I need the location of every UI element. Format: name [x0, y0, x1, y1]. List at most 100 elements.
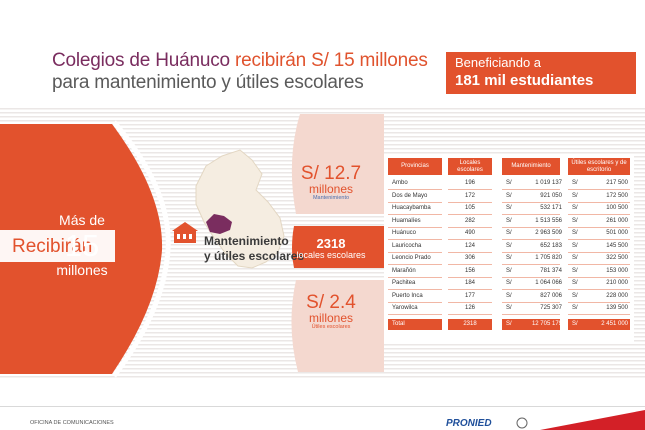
currency-symbol: S/: [572, 192, 578, 199]
cell-maintenance: S/827 006: [504, 291, 562, 302]
amount-value: 1 064 066: [535, 280, 562, 286]
headline-part-a: Colegios de Huánuco: [52, 50, 235, 71]
arc-middle-segment: [292, 226, 384, 268]
school-building-icon: [172, 222, 198, 243]
row-divider: [568, 314, 630, 315]
currency-symbol: S/: [572, 217, 578, 224]
headline-line-2: para mantenimiento y útiles escolares: [52, 72, 364, 93]
benefit-line-2: 181 mil estudiantes: [455, 72, 594, 89]
row-divider: [388, 251, 442, 253]
supplies-unit: millones: [308, 311, 353, 325]
arc-bottom-segment: [291, 280, 384, 372]
recibiran-label: Recibirán: [12, 236, 93, 257]
cell-supplies: S/210 000: [570, 278, 628, 289]
amount-value: 12 705 179: [531, 320, 562, 327]
currency-symbol: S/: [506, 217, 512, 224]
cell-supplies: S/228 000: [570, 291, 628, 302]
headline-part-b: recibirán S/ 15 millones: [234, 50, 428, 71]
amount-value: 725 307: [540, 305, 562, 311]
cell-province: Ambo: [392, 180, 408, 186]
currency-symbol: S/: [506, 267, 512, 274]
cell-schools: 306: [464, 255, 475, 261]
currency-symbol: S/: [506, 192, 512, 199]
cell-schools: 156: [464, 267, 475, 274]
supplies-amount: S/ 2.4: [306, 292, 356, 313]
row-divider: [568, 276, 630, 278]
maintenance-amount: S/ 12.7: [300, 163, 362, 184]
currency-symbol: S/: [506, 305, 512, 311]
row-divider: [388, 276, 442, 278]
row-divider: [502, 201, 560, 203]
amount-value: 501 000: [606, 230, 628, 236]
center-caption: Mantenimiento y útiles escolares: [204, 234, 304, 264]
row-divider: [448, 239, 492, 240]
row-divider: [388, 201, 442, 203]
table-total-row: Total 2318 S/12 705 179 S/2 451 000: [388, 318, 632, 331]
currency-symbol: S/: [506, 320, 512, 327]
currency-symbol: S/: [572, 292, 578, 299]
currency-symbol: S/: [572, 320, 578, 327]
cell-supplies: S/322 500: [570, 253, 628, 264]
cell-maintenance: S/12 705 179: [504, 319, 562, 330]
table-row: Huánuco 490 S/2 963 509 S/501 000: [388, 228, 632, 240]
amount-value: 781 374: [540, 267, 562, 274]
amount-value: 2 451 000: [601, 320, 628, 327]
cell-province: Huacaybamba: [392, 205, 431, 211]
amount-value: 153 000: [606, 267, 628, 274]
amount-value: 921 050: [540, 192, 562, 199]
currency-symbol: S/: [572, 242, 578, 249]
total-cell-bg: [502, 318, 560, 330]
millones-label: millones: [56, 262, 108, 278]
recibiran-band: [0, 230, 115, 262]
amount-value: 100 500: [606, 205, 628, 211]
amount-value: 139 500: [606, 305, 628, 311]
row-divider: [448, 264, 492, 265]
cell-schools: 196: [464, 180, 475, 186]
amount-value: 652 183: [540, 242, 562, 249]
cell-schools: 490: [464, 230, 475, 236]
cell-province: Yarowilca: [392, 305, 418, 311]
row-divider: [502, 214, 560, 215]
cell-supplies: S/100 500: [570, 203, 628, 214]
cell-maintenance: S/921 050: [504, 191, 562, 202]
benefit-box: Beneficiando a 181 mil estudiantes: [446, 52, 636, 94]
amount-value: 172 500: [606, 192, 628, 199]
cell-schools: 126: [464, 305, 475, 311]
row-divider: [388, 301, 442, 303]
currency-symbol: S/: [572, 267, 578, 274]
footer-divider: [0, 406, 645, 407]
table-row: Lauricocha 124 S/652 183 S/145 500: [388, 241, 632, 253]
supplies-label: Útiles escolares: [311, 324, 351, 330]
cell-maintenance: S/652 183: [504, 241, 562, 252]
row-divider: [502, 251, 560, 253]
row-divider: [448, 314, 492, 315]
cell-maintenance: S/725 307: [504, 303, 562, 314]
currency-symbol: S/: [506, 242, 512, 249]
table-row: Dos de Mayo 172 S/921 050 S/172 500: [388, 191, 632, 203]
row-divider: [448, 276, 492, 278]
center-caption-line-2: y útiles escolares: [204, 249, 305, 263]
benefit-line-1: Beneficiando a: [455, 55, 542, 70]
currency-symbol: S/: [506, 255, 512, 261]
cell-supplies: S/145 500: [570, 241, 628, 252]
table-row: Marañón 156 S/781 374 S/153 000: [388, 266, 632, 278]
currency-symbol: S/: [572, 255, 578, 261]
row-divider: [448, 226, 492, 228]
table-row: Ambo 196 S/1 019 137 S/217 500: [388, 178, 632, 190]
amount-value: 322 500: [606, 255, 628, 261]
cell-province: Marañón: [392, 267, 416, 274]
cell-maintenance: S/2 963 509: [504, 228, 562, 239]
cell-supplies: S/172 500: [570, 191, 628, 202]
row-divider: [448, 201, 492, 203]
amount-value: 228 000: [606, 292, 628, 299]
row-divider: [568, 214, 630, 215]
row-divider: [448, 301, 492, 303]
cell-supplies: S/501 000: [570, 228, 628, 239]
row-divider: [502, 264, 560, 265]
row-divider: [388, 239, 442, 240]
maintenance-unit: millones: [308, 182, 353, 196]
row-divider: [568, 189, 630, 190]
amount-value: 827 006: [540, 292, 562, 299]
ministry-seal-icon: [516, 417, 528, 429]
cell-maintenance: S/1 513 556: [504, 216, 562, 227]
